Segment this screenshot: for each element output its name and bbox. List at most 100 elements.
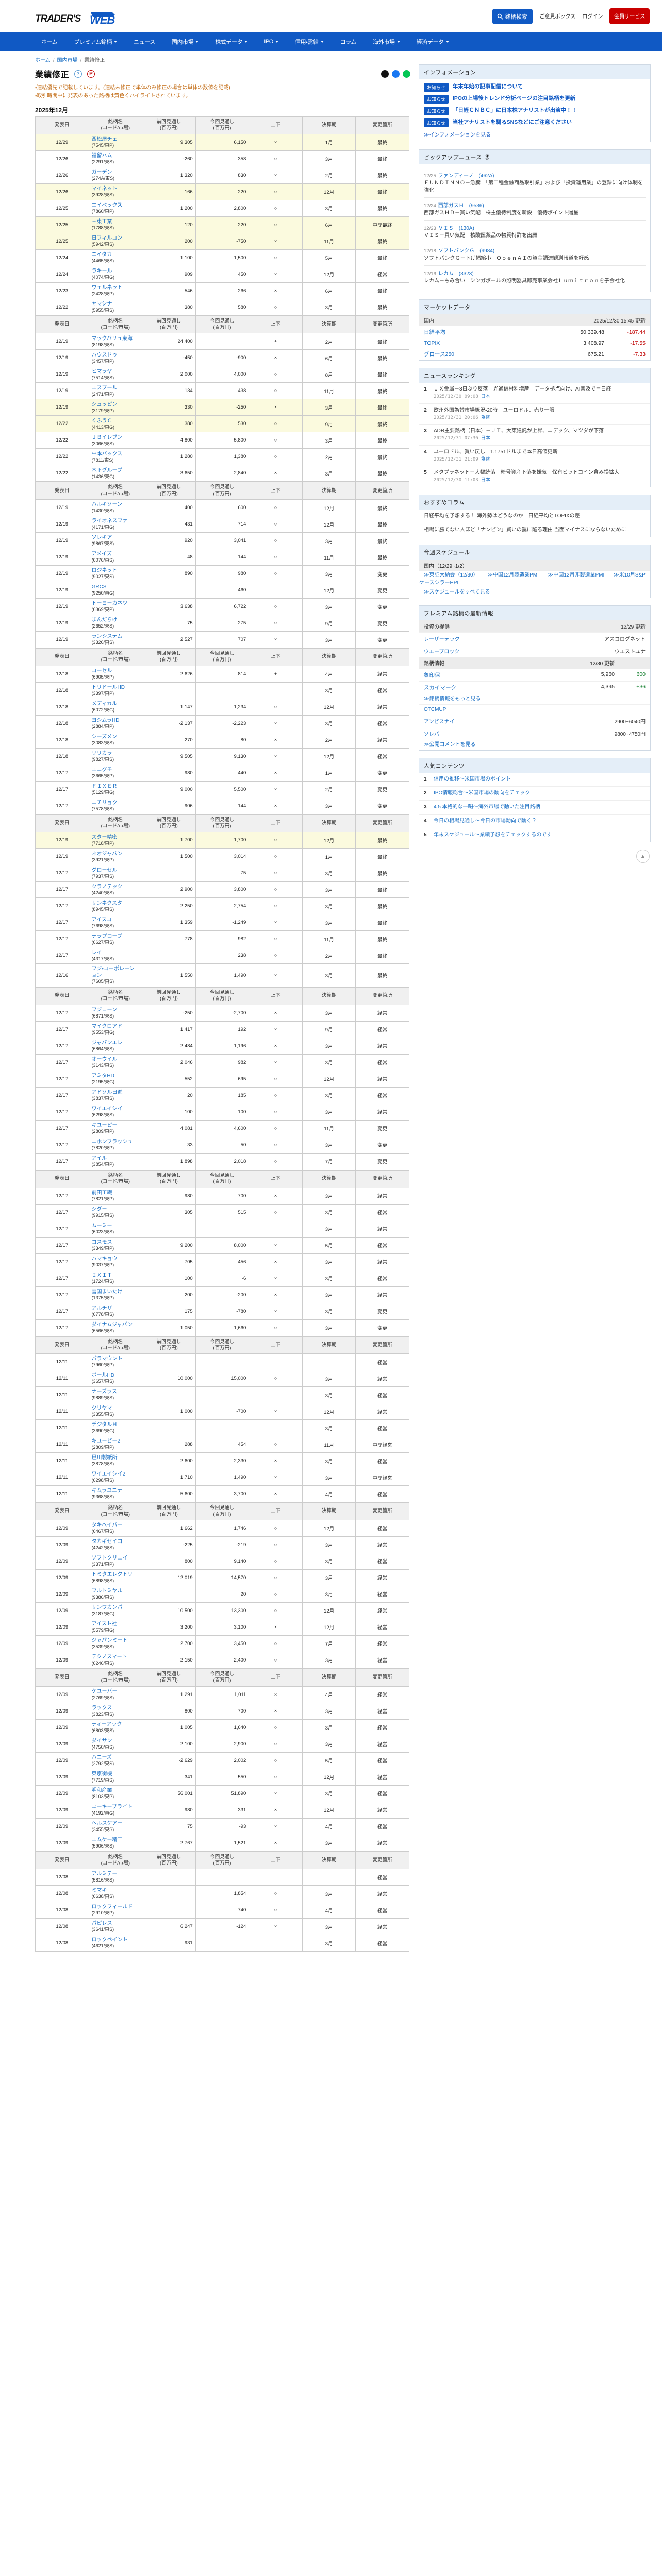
pickup-item[interactable]: 12/18 ソフトバンクＧ (9984) ソフトバンクＧ－下げ幅縮小 ＯｐｅｎＡＩの… [424, 243, 646, 265]
facebook-share-icon[interactable] [392, 70, 400, 78]
table-row[interactable]: 12/09 タカギセイコ (4242/東S) -225 -219 ○ 3月 経営 [35, 1536, 409, 1553]
stock-link[interactable]: マックバリュ東海 [91, 335, 133, 342]
nav-item-news[interactable]: ニュース [125, 38, 163, 46]
stock-link[interactable]: ラキール [91, 268, 112, 274]
ranking-category[interactable]: 日本 [481, 435, 490, 441]
table-row[interactable]: 12/09 ケユーバー (2769/東S) 1,291 1,011 × 4月 経営 [35, 1686, 409, 1703]
pickup-item[interactable]: 12/24 西部ガスＨ (9536) 西部ガスＨＤ－買い気配 株主優待制度を新設 優… [424, 197, 646, 220]
table-row[interactable]: 12/19 シュッピン (3179/東P) 330 -250 × 3月 最終 [35, 399, 409, 416]
table-row[interactable]: 12/17 サンネクスタ (8945/東S) 2,250 2,754 ○ 3月 最終 [35, 897, 409, 915]
th-reason[interactable]: 変更箇所 [355, 814, 409, 833]
information-link[interactable]: IPOの上場後トレンド分析ページの注目銘柄を更新 [452, 95, 576, 101]
th-reason[interactable]: 変更箇所 [355, 1170, 409, 1188]
stock-link[interactable]: デジタルＨ [91, 1422, 118, 1428]
stock-link[interactable]: ラックス [91, 1705, 112, 1711]
th-reason[interactable]: 変更箇所 [355, 987, 409, 1005]
table-row[interactable]: 12/19 ヒマラヤ (7514/東S) 2,000 4,000 ○ 8月 最終 [35, 366, 409, 383]
th-now[interactable]: 今回見通し (百万円) [195, 814, 250, 833]
th-prev[interactable]: 前回見通し (百万円) [142, 648, 196, 666]
table-row[interactable]: 12/19 ハウスドゥ (3457/東P) -450 -900 × 6月 最終 [35, 349, 409, 367]
stock-link[interactable]: エニグモ [91, 767, 112, 773]
stock-link[interactable]: ネオジャパン [91, 851, 123, 857]
table-row[interactable]: 12/17 グローセル (7937/東S) 75 ○ 3月 最終 [35, 865, 409, 882]
th-name[interactable]: 銘柄名 (コード/市場) [88, 648, 143, 666]
stock-link[interactable]: ソレキア [91, 535, 112, 541]
th-term[interactable]: 決算期 [302, 814, 356, 833]
th-prev[interactable]: 前回見通し (百万円) [142, 1336, 196, 1354]
stock-link[interactable]: ランシステム [91, 634, 123, 640]
table-row[interactable]: 12/11 キユーピー2 (2809/東P) 288 454 ○ 11月 中間経営 [35, 1436, 409, 1453]
th-reason[interactable]: 変更箇所 [355, 482, 409, 500]
stock-link[interactable]: ヨシムラHD [91, 717, 120, 723]
th-reason[interactable]: 変更箇所 [355, 1336, 409, 1354]
table-row[interactable]: 12/19 ネオジャパン (3921/東P) 1,500 3,014 ○ 1月 最終 [35, 848, 409, 866]
th-reason[interactable]: 変更箇所 [355, 116, 409, 134]
stock-link[interactable]: 東京衡機 [91, 1771, 112, 1777]
nav-item-premium[interactable]: プレミアム銘柄 [65, 38, 125, 46]
table-row[interactable]: 12/26 福留ハム (2291/東S) -260 358 ○ 3月 最終 [35, 150, 409, 167]
table-row[interactable]: 12/17 アイル (3854/東P) 1,898 2,018 ○ 7月 変更 [35, 1153, 409, 1170]
table-row[interactable]: 12/17 オーウイル (3143/東S) 2,046 982 × 3月 経常 [35, 1054, 409, 1071]
stock-link[interactable]: ニチリョク [91, 800, 118, 806]
table-row[interactable]: 12/09 ヘルスケアー (3455/東S) 75 -93 × 4月 経営 [35, 1818, 409, 1835]
table-row[interactable]: 12/17 フジコーン (6871/東S) -250 -2,700 × 3月 経常 [35, 1004, 409, 1022]
popular-item[interactable]: 2 IPO情報総合～米国市場の動向をチェック [419, 786, 650, 800]
stock-link[interactable]: 巴川製紙所 [91, 1455, 118, 1461]
stock-link[interactable]: GRCS [91, 584, 107, 590]
stock-link[interactable]: タカギセイコ [91, 1539, 123, 1545]
stock-link[interactable]: ニホンフラッシュ [91, 1139, 133, 1145]
th-term[interactable]: 決算期 [302, 116, 356, 134]
table-row[interactable]: 12/08 パピレス (3641/東S) 6,247 -124 × 3月 経営 [35, 1918, 409, 1936]
table-row[interactable]: 12/17 アルチザ (6778/東S) 175 -780 × 3月 変更 [35, 1302, 409, 1320]
table-row[interactable]: 12/19 GRCS (9250/東G) 460 12月 変更 [35, 582, 409, 599]
stock-link[interactable]: クリヤマ [91, 1405, 112, 1412]
table-row[interactable]: 12/17 クラノテック (4240/東S) 2,900 3,800 ○ 3月 最終 [35, 881, 409, 899]
stock-link[interactable]: パピレス [91, 1921, 112, 1927]
premium-rate-more-link[interactable]: ≫公開コメントを見る [424, 741, 476, 748]
th-name[interactable]: 銘柄名 (コード/市場) [88, 1336, 143, 1354]
stock-link[interactable]: エムケー精工 [91, 1837, 123, 1843]
table-row[interactable]: 12/18 メディカル (6072/東G) 1,147 1,234 ○ 12月 経常 [35, 698, 409, 716]
popular-item[interactable]: 3 4 5 本格的な一喝～海外市場で動いた注目銘柄 [419, 800, 650, 814]
stock-link[interactable]: ハルキソーン [91, 502, 123, 508]
site-logo[interactable]: TRADER'S WEB [35, 11, 133, 26]
table-row[interactable]: 12/09 テクノスマート (6246/東S) 2,150 2,400 ○ 3月 経営 [35, 1651, 409, 1669]
nav-item-economic-data[interactable]: 経済データ [408, 38, 457, 46]
stock-link[interactable]: ジャパンミート [91, 1638, 128, 1644]
nav-item-domestic-market[interactable]: 国内市場 [163, 38, 207, 46]
stock-link[interactable]: タキヘイバー [91, 1522, 123, 1529]
pickup-stock-link[interactable]: レカム (3323) [438, 271, 474, 277]
table-row[interactable]: 12/17 ＦＩＸＥＲ (5129/東G) 9,000 5,500 × 2月 変更 [35, 781, 409, 798]
table-row[interactable]: 12/19 ランシステム (3326/東S) 2,527 707 × 3月 変更 [35, 631, 409, 649]
th-term[interactable]: 決算期 [302, 1170, 356, 1188]
th-term[interactable]: 決算期 [302, 482, 356, 500]
stock-link[interactable]: キユーピー2 [91, 1438, 121, 1445]
stock-link[interactable]: レイ [91, 950, 102, 956]
stock-link[interactable]: ケユーバー [91, 1688, 118, 1694]
th-now[interactable]: 今回見通し (百万円) [195, 1851, 250, 1870]
stock-link[interactable]: キムラユニテ [91, 1488, 123, 1494]
th-ud[interactable]: 上下 [249, 1502, 303, 1520]
table-row[interactable]: 12/17 レイ (4317/東S) 238 ○ 2月 最終 [35, 947, 409, 964]
stock-link[interactable]: アミタHD [91, 1073, 114, 1079]
premium-rate-name[interactable]: ソレバ [424, 731, 439, 737]
stock-link[interactable]: トミタエレクトリ [91, 1572, 133, 1578]
premium-rate-row[interactable]: ソレバ 9800~4750円 [419, 726, 650, 739]
premium-row[interactable]: ウエーブロック ウエストユナ [419, 644, 650, 657]
stock-link[interactable]: ＦＩＸＥＲ [91, 783, 118, 789]
help-icon[interactable]: ? [74, 70, 82, 78]
table-row[interactable]: 12/11 キムラユニテ (9368/東S) 5,600 3,700 × 4月 経営 [35, 1485, 409, 1503]
stock-link[interactable]: ＪＢイレブン [91, 434, 123, 440]
recommend-item[interactable]: 相場に勝てない人ほど「ナンピン」買いの罠に陥る理由 当面マイナスにならないために [419, 522, 650, 537]
th-ud[interactable]: 上下 [249, 315, 303, 334]
market-row[interactable]: グロース250 675.21 -7.33 [419, 348, 650, 360]
stock-link[interactable]: オーウイル [91, 1056, 118, 1062]
table-row[interactable]: 12/19 ソレキア (9867/東S) 920 3,041 ○ 3月 最終 [35, 532, 409, 550]
table-row[interactable]: 12/17 マイクロアド (9553/東G) 1,417 192 × 9月 経常 [35, 1021, 409, 1038]
stock-link[interactable]: ロジネット [91, 568, 118, 574]
stock-link[interactable]: 前田工繊 [91, 1190, 112, 1196]
feedback-link[interactable]: ご意見ボックス [539, 13, 575, 20]
table-row[interactable]: 12/17 テラプローブ (6627/東S) 778 982 ○ 11月 最終 [35, 930, 409, 948]
stock-link[interactable]: ウェルネット [91, 284, 123, 291]
stock-link[interactable]: ミマキ [91, 1888, 107, 1894]
